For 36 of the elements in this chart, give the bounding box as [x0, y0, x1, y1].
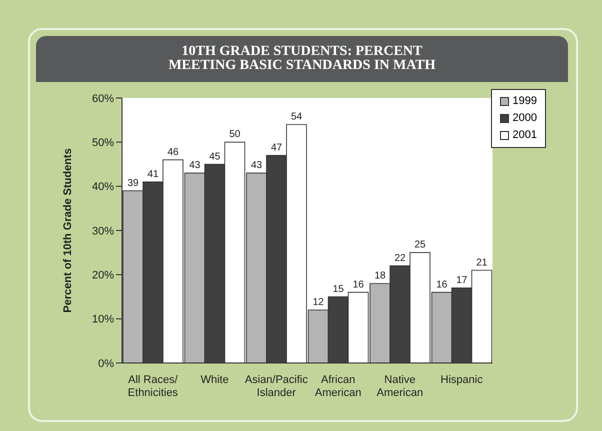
- y-tick-label: 50%: [92, 137, 114, 150]
- legend-label: 1999: [512, 94, 537, 109]
- x-tick-label: White: [200, 374, 229, 386]
- data-label: 43: [189, 160, 201, 172]
- data-label: 17: [456, 274, 468, 286]
- data-label: 50: [229, 129, 241, 140]
- y-axis-title: Percent of 10th Grade Students: [62, 148, 74, 313]
- x-tick-label: Hispanic: [440, 374, 484, 386]
- y-tick-label: 10%: [92, 314, 114, 326]
- data-label: 21: [476, 257, 488, 268]
- data-label: 54: [290, 112, 303, 122]
- data-label: 16: [352, 279, 364, 290]
- data-label: 39: [127, 178, 139, 189]
- data-label: 41: [147, 168, 159, 180]
- x-tick-label: Asian/Pacific Islander: [244, 374, 308, 399]
- x-tick-label: African American: [314, 374, 362, 399]
- data-label: 46: [167, 146, 179, 158]
- y-tick-label: 60%: [92, 92, 114, 105]
- x-tick-label: Native American: [376, 374, 424, 399]
- y-tick-label: 0%: [98, 358, 114, 370]
- data-label: 15: [332, 284, 344, 295]
- data-label: 22: [394, 252, 406, 264]
- y-tick-label: 20%: [92, 270, 114, 282]
- data-label: 25: [414, 240, 426, 251]
- y-tick-label: 30%: [92, 225, 114, 238]
- data-label: 12: [312, 297, 324, 308]
- data-label: 45: [209, 151, 221, 162]
- x-tick-label: All Races/ Ethnicities: [128, 374, 179, 399]
- y-tick-label: 40%: [92, 181, 114, 194]
- chart-title: 10TH GRADE STUDENTS: PERCENT MEETING BASIC STANDARDS IN MATH: [36, 36, 568, 82]
- data-label: 43: [250, 160, 263, 172]
- data-label: 18: [374, 270, 386, 282]
- data-label: 47: [270, 142, 283, 154]
- legend-label: 2000: [512, 111, 537, 126]
- legend-label: 2001: [512, 128, 537, 143]
- data-label: 16: [436, 279, 448, 290]
